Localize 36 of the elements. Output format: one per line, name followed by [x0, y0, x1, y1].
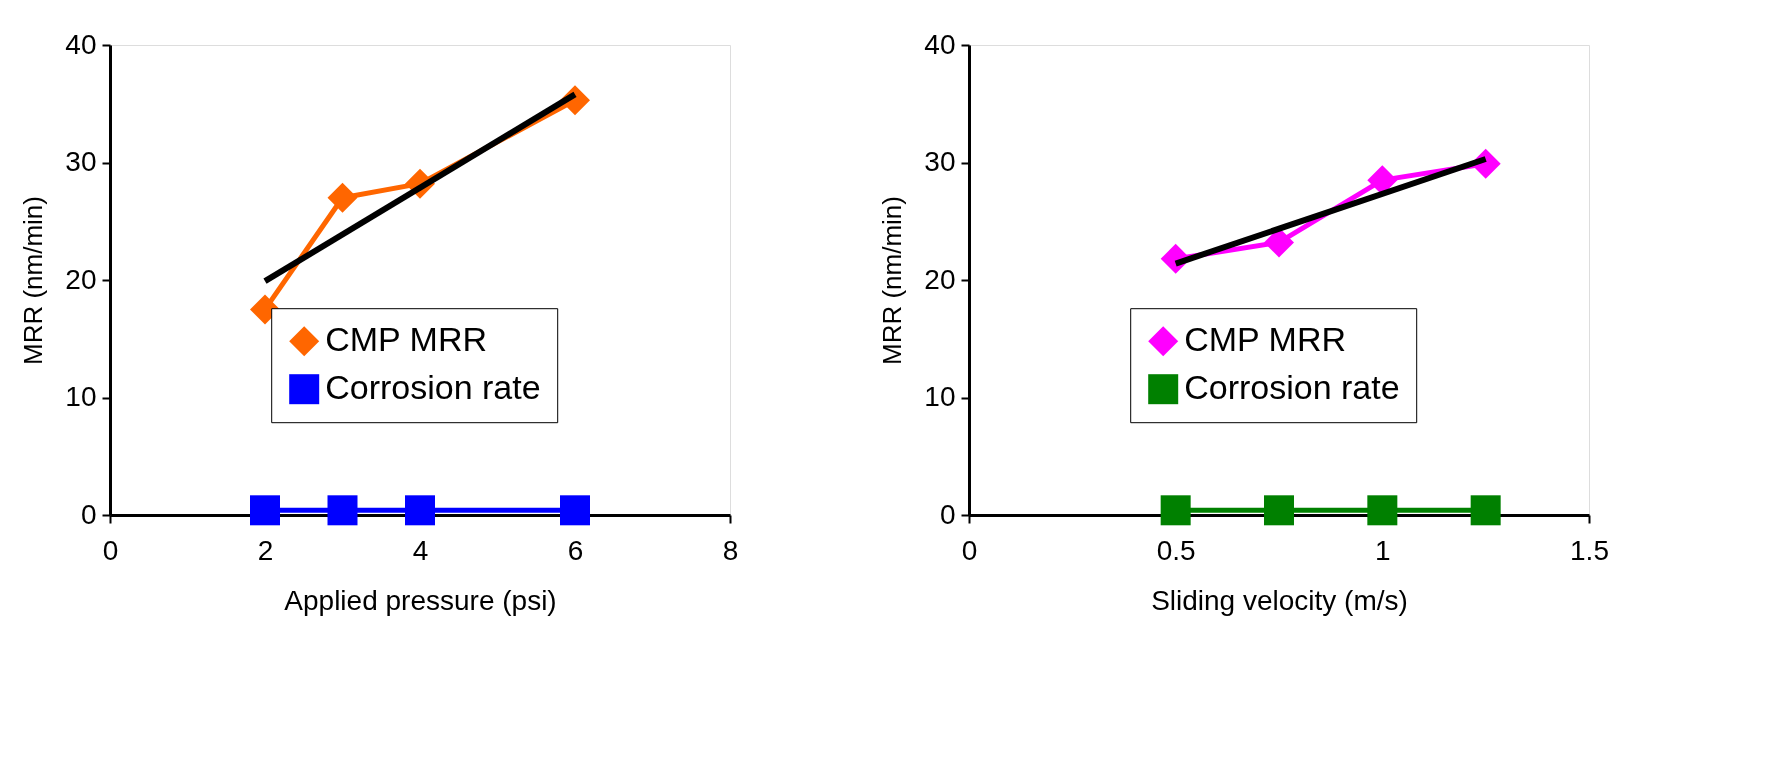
- y-tick-label: 40: [65, 28, 97, 60]
- point: [1367, 495, 1398, 526]
- y-tick-label: 40: [924, 28, 956, 60]
- point: [250, 495, 280, 526]
- y-tick-label: 30: [924, 146, 956, 177]
- legend-label: CMP MRR: [325, 320, 488, 359]
- x-tick-label: 0: [961, 534, 978, 566]
- y-axis-title: MRR (nm/min): [18, 196, 49, 365]
- x-axis-title: Applied pressure (psi): [284, 584, 557, 616]
- x-tick-label: 0: [102, 534, 119, 566]
- x-tick-label: 2: [257, 534, 274, 566]
- point: [405, 495, 435, 526]
- legend-label: CMP MRR: [1184, 320, 1347, 359]
- y-tick-label: 10: [924, 381, 956, 412]
- y-tick-label: 0: [80, 498, 97, 530]
- y-axis-title: MRR (nm/min): [877, 196, 908, 365]
- y-tick-label: 0: [939, 498, 956, 530]
- x-tick-label: 4: [412, 534, 429, 566]
- x-tick-label: 1: [1375, 534, 1391, 566]
- y-tick-label: 30: [65, 146, 97, 177]
- point: [327, 182, 358, 213]
- y-tick-label: 10: [65, 381, 97, 412]
- x-tick-label: 1.5: [1570, 534, 1609, 566]
- point: [1264, 495, 1294, 526]
- x-tick-label: 6: [567, 534, 584, 566]
- point: [1160, 495, 1191, 526]
- x-tick-label: 8: [722, 534, 739, 566]
- y-tick-label: 20: [65, 263, 97, 295]
- point: [560, 495, 590, 526]
- legend-label: Corrosion rate: [325, 368, 541, 407]
- legend-label: Corrosion rate: [1184, 368, 1400, 407]
- x-axis-title: Sliding velocity (m/s): [1151, 584, 1408, 616]
- point: [327, 495, 358, 526]
- y-tick-label: 20: [924, 263, 956, 295]
- point: [1470, 495, 1501, 526]
- x-tick-label: 0.5: [1156, 534, 1196, 566]
